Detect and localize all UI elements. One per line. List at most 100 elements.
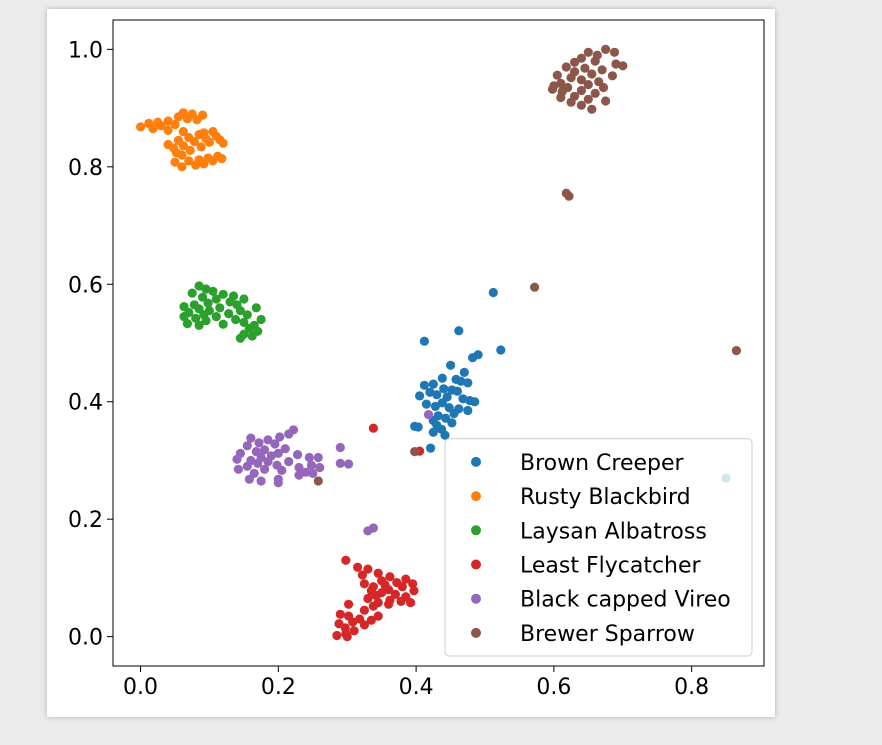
data-point <box>384 599 394 609</box>
data-point <box>294 470 304 480</box>
data-point <box>409 586 419 596</box>
data-point <box>437 373 447 383</box>
data-point <box>256 476 266 486</box>
series-3 <box>332 423 425 642</box>
data-point <box>242 441 252 451</box>
data-point <box>244 474 254 484</box>
x-tick-label: 0.2 <box>261 675 296 700</box>
x-axis: 0.0 0.2 0.4 0.6 0.8 <box>123 666 709 700</box>
data-point <box>211 294 221 304</box>
figure: 0.0 0.2 0.4 0.6 0.8 0.0 0.2 0.4 0.6 0.8 1.0 Brown… <box>47 9 775 717</box>
data-point <box>344 459 354 469</box>
legend-marker <box>471 627 481 638</box>
legend-label: Laysan Albatross <box>520 519 707 544</box>
data-point <box>284 457 294 467</box>
data-point <box>447 418 457 428</box>
data-point <box>203 298 213 308</box>
legend-marker <box>471 559 481 570</box>
data-point <box>163 125 173 135</box>
data-point <box>413 422 423 432</box>
data-point <box>419 336 429 346</box>
data-point <box>177 162 187 172</box>
y-axis: 0.0 0.2 0.4 0.6 0.8 1.0 <box>68 38 113 651</box>
data-point <box>246 433 256 443</box>
data-point <box>208 156 218 166</box>
data-point <box>564 191 574 201</box>
data-point <box>408 579 418 589</box>
data-point <box>199 159 209 169</box>
data-point <box>390 589 400 600</box>
data-point <box>552 70 562 80</box>
data-point <box>136 122 146 132</box>
data-point <box>280 444 290 454</box>
data-point <box>384 585 394 595</box>
data-point <box>215 303 225 313</box>
data-point <box>201 284 211 294</box>
data-point <box>576 100 587 110</box>
data-point <box>587 104 597 114</box>
data-point <box>263 457 273 467</box>
data-point <box>254 438 264 448</box>
data-point <box>363 564 373 574</box>
data-point <box>218 138 228 148</box>
data-point <box>185 145 195 155</box>
data-point <box>294 462 304 473</box>
data-point <box>590 88 600 98</box>
y-tick-label: 0.2 <box>68 508 103 533</box>
data-point <box>182 114 192 124</box>
data-point <box>233 464 243 474</box>
data-point <box>341 555 351 565</box>
data-point <box>601 96 611 106</box>
data-point <box>583 47 593 57</box>
data-point <box>348 617 358 627</box>
data-point <box>590 56 600 66</box>
data-point <box>263 435 273 445</box>
data-point <box>423 410 434 420</box>
data-point <box>217 154 227 164</box>
data-point <box>170 157 180 167</box>
data-point <box>556 92 566 103</box>
data-point <box>275 432 285 442</box>
data-point <box>239 294 249 304</box>
data-point <box>225 297 235 307</box>
series-2 <box>179 281 266 343</box>
data-point <box>609 47 620 57</box>
data-point <box>194 281 204 291</box>
legend-marker <box>471 525 481 536</box>
data-point <box>313 452 323 463</box>
data-point <box>496 345 506 355</box>
data-point <box>357 570 367 580</box>
data-point <box>359 620 369 630</box>
data-point <box>251 303 261 313</box>
data-point <box>368 601 378 611</box>
data-point <box>463 405 473 416</box>
data-point <box>463 378 473 388</box>
data-point <box>156 121 166 131</box>
data-point <box>293 450 303 460</box>
data-point <box>439 384 449 394</box>
data-point <box>368 423 378 433</box>
scatter-plot: 0.0 0.2 0.4 0.6 0.8 0.0 0.2 0.4 0.6 0.8 1.0 Brown… <box>68 19 765 700</box>
data-point <box>459 367 469 377</box>
data-point <box>731 346 742 356</box>
data-point <box>179 312 189 322</box>
data-point <box>196 142 206 152</box>
data-point <box>359 605 369 615</box>
data-point <box>618 61 628 71</box>
data-point <box>178 141 188 151</box>
data-point <box>342 632 352 642</box>
data-point <box>446 360 456 370</box>
data-point <box>561 62 571 72</box>
data-point <box>218 289 228 299</box>
series-4 <box>232 410 434 536</box>
data-point <box>260 445 270 455</box>
data-point <box>576 85 587 96</box>
data-point <box>396 596 406 607</box>
data-point <box>198 292 208 302</box>
data-point <box>306 460 316 470</box>
data-point <box>194 320 204 330</box>
data-point <box>385 572 395 582</box>
data-point <box>397 582 407 592</box>
data-point <box>194 129 204 140</box>
legend-marker <box>471 491 481 502</box>
